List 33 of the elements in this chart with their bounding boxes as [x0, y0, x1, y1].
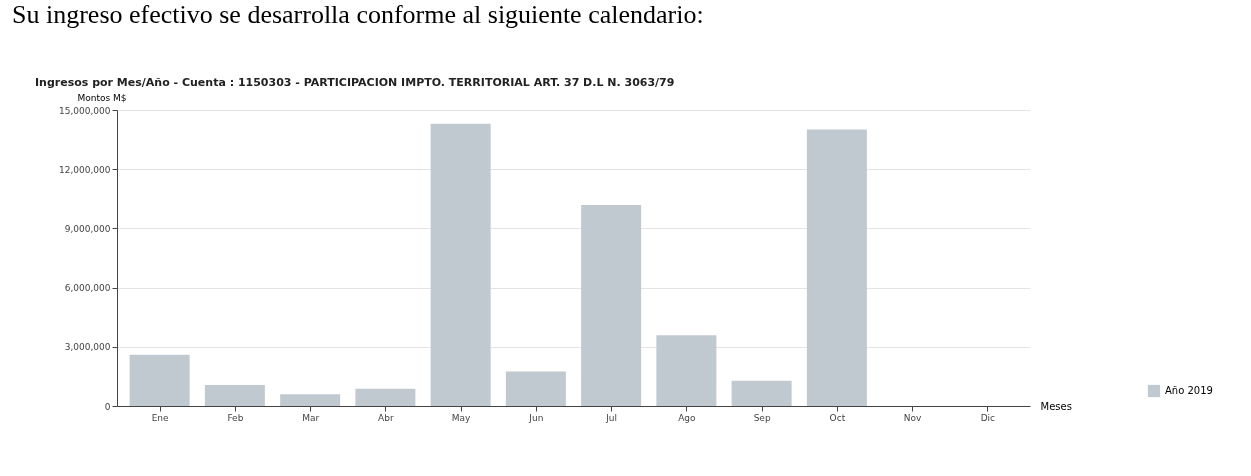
- y-axis-title: Montos M$: [77, 92, 127, 103]
- legend-label: Año 2019: [1165, 385, 1213, 396]
- bar: [280, 394, 341, 406]
- x-tick-label: Mar: [302, 412, 320, 423]
- bar: [806, 129, 867, 406]
- x-tick-label: Dic: [980, 412, 996, 423]
- y-tick-label: 6,000,000: [64, 283, 111, 294]
- bar: [355, 388, 416, 406]
- bar: [656, 335, 717, 406]
- x-tick-label: Feb: [227, 412, 244, 423]
- y-tick-label: 12,000,000: [58, 164, 111, 175]
- x-tick-label: Nov: [903, 412, 923, 423]
- x-tick-label: Abr: [378, 412, 394, 423]
- y-tick-label: 3,000,000: [64, 342, 111, 353]
- bar: [581, 205, 642, 406]
- y-tick-label: 9,000,000: [64, 223, 111, 234]
- y-tick-label: 0: [104, 401, 111, 412]
- bar: [430, 123, 491, 406]
- chart-title: Ingresos por Mes/Año - Cuenta : 1150303 - PARTICIPACION IMPTO. TERRITORIAL ART. 37 D.L N. 3063/79: [35, 76, 675, 89]
- x-tick-label: Ago: [678, 412, 697, 423]
- x-tick-label: Ene: [151, 412, 170, 423]
- bar: [129, 354, 190, 406]
- bar: [505, 371, 566, 406]
- x-tick-label: Jul: [605, 412, 618, 423]
- bar: [731, 380, 792, 406]
- bar: [204, 384, 265, 406]
- x-tick-label: Sep: [753, 412, 771, 423]
- x-axis-title: Meses: [1040, 400, 1072, 412]
- y-tick-label: 15,000,000: [58, 105, 111, 116]
- text: Su ingreso efectivo se desarrolla conforme al siguiente calendario:: [12, 0, 704, 29]
- x-tick-label: Oct: [829, 412, 846, 423]
- x-tick-label: May: [451, 412, 472, 423]
- x-tick-label: Jun: [528, 412, 544, 423]
